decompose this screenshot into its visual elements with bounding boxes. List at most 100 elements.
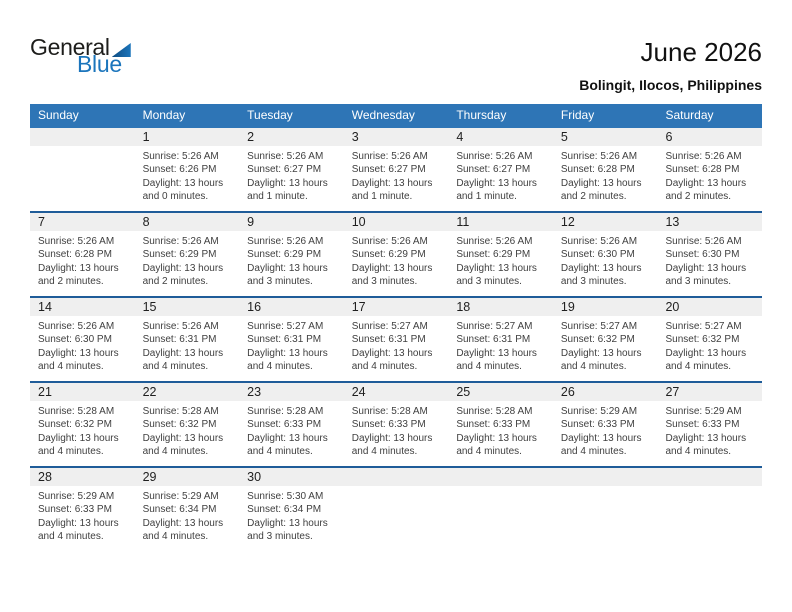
day-info: Sunrise: 5:29 AM Sunset: 6:34 PM Daylight:… xyxy=(135,486,240,544)
day-number: 17 xyxy=(343,297,449,316)
logo-text-blue: Blue xyxy=(77,51,122,77)
calendar-day-cell: 19 Sunrise: 5:27 AM Sunset: 6:32 PM Dayligh… xyxy=(552,297,658,381)
sunrise-text: Sunrise: 5:27 AM xyxy=(665,320,742,332)
day-number: 18 xyxy=(448,297,553,316)
day-number: 28 xyxy=(30,467,135,486)
calendar-body: 1 Sunrise: 5:26 AM Sunset: 6:26 PM Daylight… xyxy=(30,125,763,551)
calendar-day-cell: 5 Sunrise: 5:26 AM Sunset: 6:28 PM Daylight… xyxy=(552,127,658,211)
day-header-sunday: Sunday xyxy=(38,107,79,122)
sunset-text: Sunset: 6:26 PM xyxy=(142,164,217,176)
day-info: Sunrise: 5:28 AM Sunset: 6:32 PM Daylight:… xyxy=(135,401,240,459)
day-info: Sunrise: 5:26 AM Sunset: 6:29 PM Daylight:… xyxy=(135,231,240,289)
sunrise-text: Sunrise: 5:26 AM xyxy=(38,235,115,247)
day-number: 30 xyxy=(239,467,344,486)
sunset-text: Sunset: 6:32 PM xyxy=(665,334,740,346)
daylight-text: Daylight: 13 hours and 4 minutes. xyxy=(560,347,642,373)
day-number: 7 xyxy=(30,212,135,231)
day-header-friday: Friday xyxy=(560,107,595,122)
sunset-text: Sunset: 6:33 PM xyxy=(351,419,426,431)
day-number: 22 xyxy=(134,382,240,401)
sunset-text: Sunset: 6:28 PM xyxy=(665,164,740,176)
calendar-day-cell: 1 Sunrise: 5:26 AM Sunset: 6:26 PM Daylight… xyxy=(134,127,240,211)
calendar-day-cell: 2 Sunrise: 5:26 AM Sunset: 6:27 PM Daylight… xyxy=(239,127,344,211)
calendar-day-cell: 18 Sunrise: 5:27 AM Sunset: 6:31 PM Dayligh… xyxy=(448,297,553,381)
sunrise-text: Sunrise: 5:27 AM xyxy=(351,320,428,332)
daylight-text: Daylight: 13 hours and 4 minutes. xyxy=(665,432,747,458)
daylight-text: Daylight: 13 hours and 3 minutes. xyxy=(665,262,747,288)
calendar-day-cell: 11 Sunrise: 5:26 AM Sunset: 6:29 PM Dayligh… xyxy=(448,212,553,296)
daylight-text: Daylight: 13 hours and 4 minutes. xyxy=(665,347,747,373)
daylight-text: Daylight: 13 hours and 4 minutes. xyxy=(142,517,224,543)
daylight-text: Daylight: 13 hours and 2 minutes. xyxy=(142,262,224,288)
day-info: Sunrise: 5:26 AM Sunset: 6:26 PM Daylight:… xyxy=(135,146,240,204)
sunrise-text: Sunrise: 5:26 AM xyxy=(142,320,219,332)
sunrise-text: Sunrise: 5:26 AM xyxy=(456,235,533,247)
daylight-text: Daylight: 13 hours and 2 minutes. xyxy=(560,177,642,203)
sunrise-text: Sunrise: 5:28 AM xyxy=(247,405,324,417)
calendar-empty-cell xyxy=(343,467,449,551)
day-info: Sunrise: 5:29 AM Sunset: 6:33 PM Daylight:… xyxy=(30,486,135,544)
calendar-week-row: 21 Sunrise: 5:28 AM Sunset: 6:32 PM Dayligh… xyxy=(30,380,763,466)
sunrise-text: Sunrise: 5:29 AM xyxy=(560,405,638,417)
daylight-text: Daylight: 13 hours and 3 minutes. xyxy=(351,262,433,288)
sunrise-text: Sunrise: 5:27 AM xyxy=(247,320,324,332)
day-number xyxy=(552,467,658,486)
calendar-empty-cell xyxy=(552,467,658,551)
sunset-text: Sunset: 6:29 PM xyxy=(456,249,531,261)
day-info: Sunrise: 5:29 AM Sunset: 6:33 PM Daylight:… xyxy=(553,401,658,459)
day-number: 23 xyxy=(239,382,344,401)
sunset-text: Sunset: 6:27 PM xyxy=(247,164,322,176)
calendar-table: Sunday Monday Tuesday Wednesday Thursday… xyxy=(30,103,763,551)
calendar-day-cell: 4 Sunrise: 5:26 AM Sunset: 6:27 PM Daylight… xyxy=(448,127,553,211)
daylight-text: Daylight: 13 hours and 1 minute. xyxy=(456,177,537,203)
calendar-day-cell: 25 Sunrise: 5:28 AM Sunset: 6:33 PM Dayligh… xyxy=(448,382,553,466)
sunset-text: Sunset: 6:27 PM xyxy=(351,164,426,176)
calendar-day-cell: 20 Sunrise: 5:27 AM Sunset: 6:32 PM Dayligh… xyxy=(657,297,763,381)
sunset-text: Sunset: 6:33 PM xyxy=(38,504,112,516)
day-info: Sunrise: 5:28 AM Sunset: 6:33 PM Daylight:… xyxy=(239,401,344,459)
calendar-day-cell: 15 Sunrise: 5:26 AM Sunset: 6:31 PM Dayligh… xyxy=(134,297,240,381)
day-number: 9 xyxy=(239,212,344,231)
sunrise-text: Sunrise: 5:29 AM xyxy=(38,490,115,502)
day-info: Sunrise: 5:26 AM Sunset: 6:27 PM Daylight:… xyxy=(239,146,344,204)
day-info: Sunrise: 5:27 AM Sunset: 6:32 PM Daylight:… xyxy=(657,316,762,374)
calendar-day-cell: 3 Sunrise: 5:26 AM Sunset: 6:27 PM Daylight… xyxy=(343,127,449,211)
sunset-text: Sunset: 6:30 PM xyxy=(560,249,635,261)
day-number: 10 xyxy=(343,212,449,231)
sunset-text: Sunset: 6:29 PM xyxy=(142,249,217,261)
day-number: 12 xyxy=(552,212,658,231)
day-number: 6 xyxy=(657,127,763,146)
sunset-text: Sunset: 6:29 PM xyxy=(351,249,426,261)
day-number: 13 xyxy=(657,212,763,231)
day-header-monday: Monday xyxy=(142,107,186,122)
daylight-text: Daylight: 13 hours and 2 minutes. xyxy=(38,262,119,288)
weekday-header-row: Sunday Monday Tuesday Wednesday Thursday… xyxy=(30,103,762,126)
calendar-day-cell: 10 Sunrise: 5:26 AM Sunset: 6:29 PM Dayligh… xyxy=(343,212,449,296)
calendar-day-cell: 30 Sunrise: 5:30 AM Sunset: 6:34 PM Dayligh… xyxy=(239,467,344,551)
sunrise-text: Sunrise: 5:26 AM xyxy=(351,150,428,162)
sunrise-text: Sunrise: 5:26 AM xyxy=(560,235,638,247)
daylight-text: Daylight: 13 hours and 1 minute. xyxy=(351,177,433,203)
day-info: Sunrise: 5:29 AM Sunset: 6:33 PM Daylight:… xyxy=(657,401,762,459)
sunset-text: Sunset: 6:32 PM xyxy=(560,334,635,346)
calendar-week-row: 14 Sunrise: 5:26 AM Sunset: 6:30 PM Dayligh… xyxy=(30,295,763,381)
calendar-day-cell: 16 Sunrise: 5:27 AM Sunset: 6:31 PM Dayligh… xyxy=(239,297,344,381)
sunrise-text: Sunrise: 5:26 AM xyxy=(247,150,324,162)
sunrise-text: Sunrise: 5:26 AM xyxy=(665,150,742,162)
day-number: 29 xyxy=(134,467,240,486)
calendar-week-row: 7 Sunrise: 5:26 AM Sunset: 6:28 PM Daylight… xyxy=(30,210,763,296)
general-blue-logo: General Blue xyxy=(30,36,131,76)
daylight-text: Daylight: 13 hours and 3 minutes. xyxy=(247,262,328,288)
calendar-day-cell: 29 Sunrise: 5:29 AM Sunset: 6:34 PM Dayligh… xyxy=(134,467,240,551)
sunrise-text: Sunrise: 5:28 AM xyxy=(142,405,219,417)
sunrise-text: Sunrise: 5:29 AM xyxy=(142,490,219,502)
day-info: Sunrise: 5:26 AM Sunset: 6:29 PM Daylight:… xyxy=(344,231,449,289)
sunset-text: Sunset: 6:31 PM xyxy=(456,334,531,346)
sunrise-text: Sunrise: 5:27 AM xyxy=(456,320,533,332)
calendar-day-cell: 13 Sunrise: 5:26 AM Sunset: 6:30 PM Dayligh… xyxy=(657,212,763,296)
day-info: Sunrise: 5:26 AM Sunset: 6:30 PM Daylight:… xyxy=(30,316,135,374)
daylight-text: Daylight: 13 hours and 3 minutes. xyxy=(247,517,328,543)
sunset-text: Sunset: 6:28 PM xyxy=(38,249,112,261)
day-number: 5 xyxy=(552,127,658,146)
sunrise-text: Sunrise: 5:26 AM xyxy=(142,150,219,162)
